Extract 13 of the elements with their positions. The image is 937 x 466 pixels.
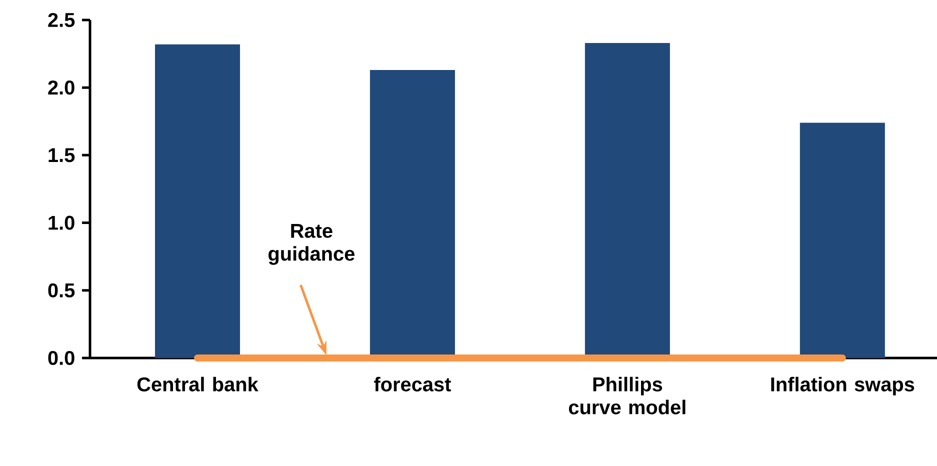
x-tick-label: forecast [374, 376, 451, 392]
y-tick-label: 2.0 [48, 80, 74, 95]
x-tick-label: Phillips curve model [568, 376, 686, 414]
y-tick-label: 1.0 [48, 216, 74, 230]
x-tick-label: Inflation swaps [771, 376, 914, 396]
text: Rate guidance [268, 224, 354, 265]
y-tick-label: 0.0 [48, 350, 74, 366]
y-tick-label: 2.5 [48, 12, 75, 28]
bar [800, 122, 885, 358]
y-tick-label: 1.5 [48, 148, 75, 162]
y-tick-label: 0.5 [48, 283, 75, 298]
x-tick-label: Central bank [137, 376, 258, 392]
bar [154, 44, 240, 358]
